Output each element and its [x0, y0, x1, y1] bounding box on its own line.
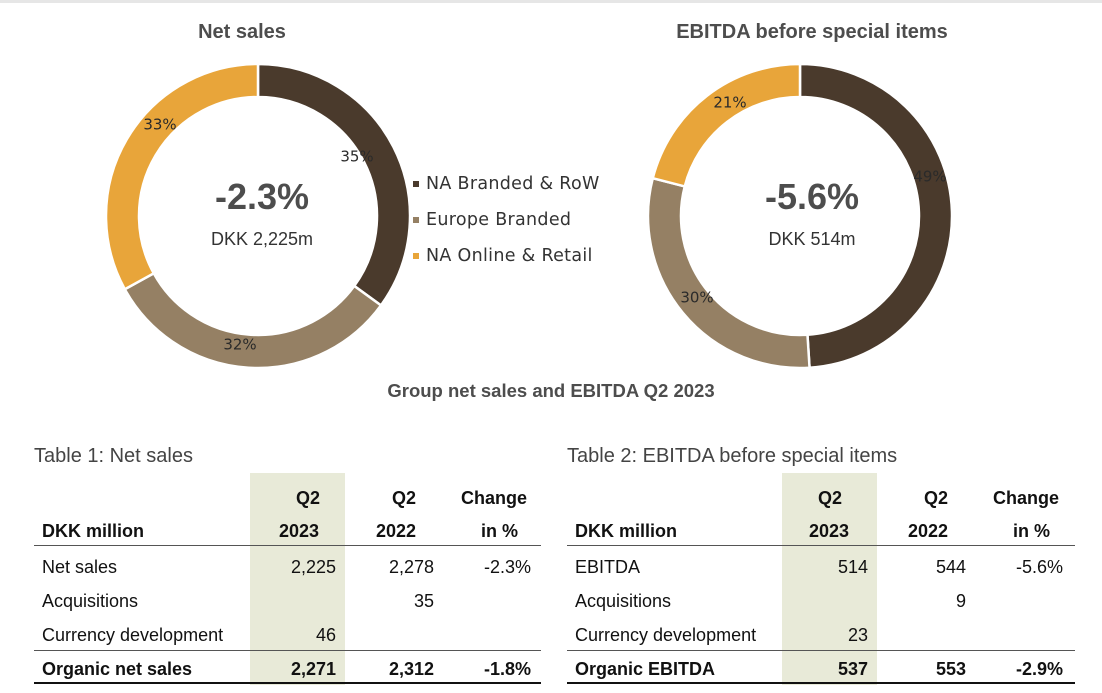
highlight-column [782, 473, 877, 685]
table-1-header-label: DKK million [42, 521, 144, 541]
legend-label: NA Online & Retail [426, 246, 593, 266]
table-1-header-rule [34, 545, 541, 546]
donut-slice [104, 62, 260, 291]
chart-legend: NA Branded & RoW Europe Branded NA Onlin… [413, 166, 600, 274]
table-2-row-acquisitions-2022: 9 [955, 591, 966, 611]
legend-item: Europe Branded [413, 202, 600, 238]
table-2-row-organic-2022: 553 [935, 659, 966, 679]
table-1-row-organic-label: Organic net sales [42, 659, 193, 679]
table-1-row-acquisitions-2022: 35 [413, 591, 434, 611]
table-1-header-in-pct: in % [480, 521, 518, 541]
table-1-row-organic-2023: 2,271 [290, 659, 336, 679]
table-1-caption: Table 1: Net sales [34, 445, 193, 467]
slice-percent-label: 49% [913, 168, 946, 186]
top-divider [0, 0, 1102, 3]
table-2-total-rule [567, 650, 1075, 651]
table-1-header-change: Change [460, 488, 527, 508]
table-2-header-q2-2022: Q2 [923, 488, 948, 508]
table-1-header-q2-2022: Q2 [391, 488, 416, 508]
donut-slice [798, 62, 954, 370]
highlight-column [250, 473, 345, 685]
slice-percent-label: 32% [223, 336, 256, 354]
donut-slice [651, 62, 802, 188]
table-2-row-currency-2023: 23 [847, 625, 868, 645]
donut-charts: 35% 32% 33% 49% 30% 21% [104, 62, 954, 370]
table-1-header-year-2022: 2022 [375, 521, 416, 541]
chart-title-ebitda: EBITDA before special items [676, 21, 948, 43]
table-1-row-net-sales-2022: 2,278 [388, 557, 434, 577]
table-1-row-net-sales-2023: 2,225 [290, 557, 336, 577]
table-1-row-currency-label: Currency development [42, 625, 224, 645]
table-1-row-net-sales-change: -2.3% [483, 557, 531, 577]
slice-percent-label: 35% [340, 148, 373, 166]
table-2-header-change: Change [992, 488, 1059, 508]
legend-label: Europe Branded [426, 210, 572, 230]
legend-item: NA Online & Retail [413, 238, 600, 274]
table-1-bottom-rule [34, 682, 541, 684]
table-2-row-ebitda-label: EBITDA [575, 557, 641, 577]
group-title: Group net sales and EBITDA Q2 2023 [387, 380, 715, 401]
table-1-row-currency-2023: 46 [315, 625, 336, 645]
table-1-header-q2-2023: Q2 [295, 488, 320, 508]
table-1-header-year-2023: 2023 [278, 521, 319, 541]
table-2-header-year-2023: 2023 [808, 521, 849, 541]
table-1-total-rule [34, 650, 541, 651]
table-2-row-organic-label: Organic EBITDA [575, 659, 716, 679]
table-2-header-label: DKK million [575, 521, 677, 541]
table-1-row-organic-2022: 2,312 [388, 659, 434, 679]
table-2-row-currency-label: Currency development [575, 625, 757, 645]
center-value-ebitda: -5.6% [764, 176, 860, 217]
center-sub-ebitda: DKK 514m [768, 229, 856, 249]
table-2-row-organic-change: -2.9% [1015, 659, 1063, 679]
table-2-row-ebitda-2023: 514 [837, 557, 868, 577]
table-2-header-q2-2023: Q2 [817, 488, 842, 508]
legend-item: NA Branded & RoW [413, 166, 600, 202]
table-1-row-acquisitions-label: Acquisitions [42, 591, 139, 611]
slice-percent-label: 30% [680, 289, 713, 307]
table-2-header-rule [567, 545, 1075, 546]
center-value-net-sales: -2.3% [214, 176, 310, 217]
table-1-row-net-sales-label: Net sales [42, 557, 118, 577]
donut-slice [123, 271, 383, 370]
legend-label: NA Branded & RoW [426, 174, 600, 194]
chart-title-net-sales: Net sales [198, 21, 286, 43]
table-2-header-in-pct: in % [1012, 521, 1050, 541]
table-1-row-organic-change: -1.8% [483, 659, 531, 679]
table-2-header-year-2022: 2022 [907, 521, 948, 541]
table-2-row-organic-2023: 537 [837, 659, 868, 679]
legend-swatch-na-branded [413, 181, 419, 187]
table-2-row-acquisitions-label: Acquisitions [575, 591, 672, 611]
table-2-row-ebitda-2022: 544 [935, 557, 966, 577]
slice-percent-label: 21% [713, 94, 746, 112]
table-2-caption: Table 2: EBITDA before special items [567, 445, 898, 467]
slice-percent-label: 33% [143, 116, 176, 134]
legend-swatch-na-online [413, 253, 419, 259]
center-sub-net-sales: DKK 2,225m [210, 229, 314, 249]
table-2-row-ebitda-change: -5.6% [1015, 557, 1063, 577]
table-2-bottom-rule [567, 682, 1075, 684]
legend-swatch-europe-branded [413, 217, 419, 223]
